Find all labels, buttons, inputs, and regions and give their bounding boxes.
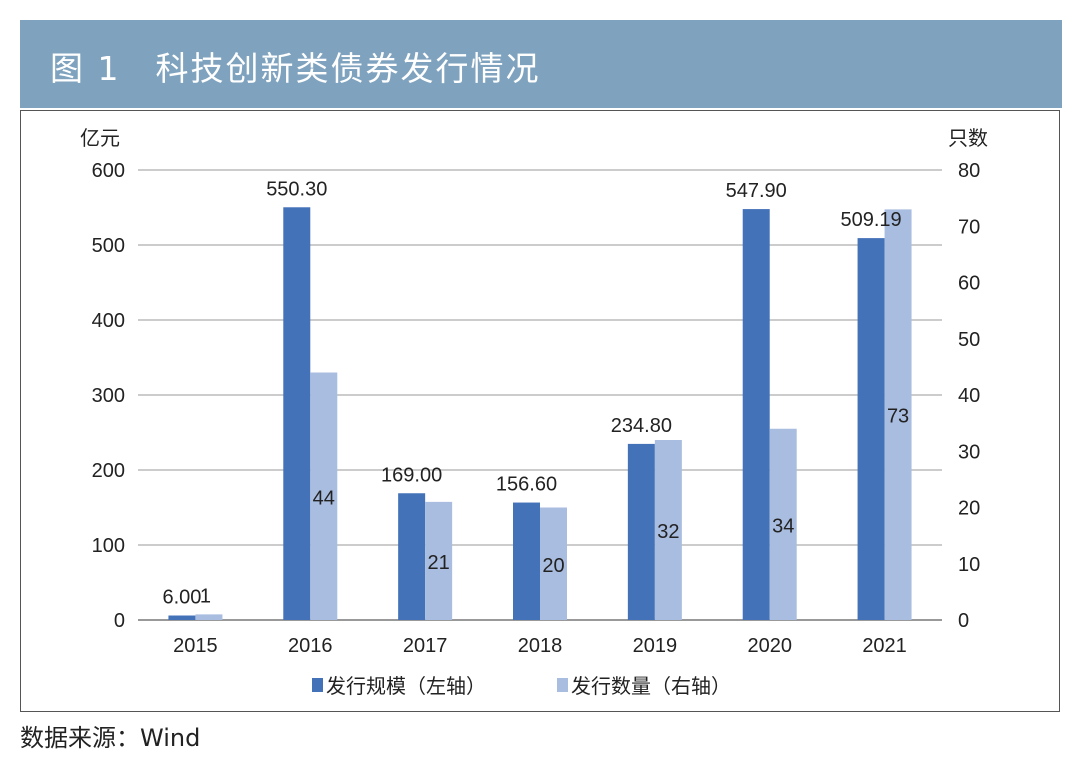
left-tick-label: 600 xyxy=(92,160,125,182)
left-axis-label: 亿元 xyxy=(80,127,120,150)
left-tick-label: 500 xyxy=(92,235,125,257)
count-data-label: 1 xyxy=(200,585,211,607)
scale-data-label: 550.30 xyxy=(266,178,327,200)
bar-issue-count xyxy=(310,372,338,620)
right-tick-label: 20 xyxy=(958,498,980,520)
bar-issue-count xyxy=(884,209,912,620)
bar-issue-count xyxy=(425,501,453,620)
right-tick-label: 0 xyxy=(958,610,969,632)
scale-data-label: 156.60 xyxy=(496,474,557,496)
right-tick-label: 70 xyxy=(958,216,980,238)
legend-label: 发行数量（右轴） xyxy=(571,675,731,698)
left-tick-label: 400 xyxy=(92,310,125,332)
left-tick-label: 200 xyxy=(92,460,125,482)
scale-data-label: 547.90 xyxy=(726,180,787,202)
bar-issue-count xyxy=(769,428,797,620)
right-tick-label: 10 xyxy=(958,554,980,576)
left-tick-label: 100 xyxy=(92,535,125,557)
right-tick-label: 60 xyxy=(958,273,980,295)
category-label: 2015 xyxy=(173,635,218,657)
scale-data-label: 6.00 xyxy=(162,587,201,609)
data-source: 数据来源：Wind xyxy=(20,724,201,752)
bar-issue-count xyxy=(195,614,223,620)
right-tick-label: 40 xyxy=(958,385,980,407)
scale-data-label: 169.00 xyxy=(381,464,442,486)
category-label: 2020 xyxy=(747,635,792,657)
scale-data-label: 509.19 xyxy=(840,209,901,231)
bar-issue-scale xyxy=(283,207,311,620)
bar-issue-scale xyxy=(627,443,655,620)
right-tick-label: 80 xyxy=(958,160,980,182)
scale-data-label: 234.80 xyxy=(611,415,672,437)
count-data-label: 73 xyxy=(887,406,909,428)
bar-issue-count xyxy=(540,507,567,620)
category-label: 2017 xyxy=(403,635,448,657)
right-tick-label: 30 xyxy=(958,441,980,463)
category-label: 2021 xyxy=(862,635,907,657)
bar-issue-scale xyxy=(398,493,426,620)
count-data-label: 32 xyxy=(657,521,679,543)
bar-issue-scale xyxy=(857,238,885,621)
category-label: 2016 xyxy=(288,635,333,657)
bar-issue-scale xyxy=(513,502,540,620)
count-data-label: 20 xyxy=(542,555,564,577)
left-tick-label: 300 xyxy=(92,385,125,407)
category-label: 2018 xyxy=(518,635,563,657)
right-axis-label: 只数 xyxy=(948,127,988,150)
figure-header: 图 1 科技创新类债券发行情况 xyxy=(20,20,1062,108)
bar-issue-scale xyxy=(742,209,770,620)
count-data-label: 44 xyxy=(313,487,335,509)
legend-swatch xyxy=(312,678,323,692)
right-tick-label: 50 xyxy=(958,329,980,351)
count-data-label: 34 xyxy=(772,515,794,537)
legend-swatch xyxy=(557,678,568,692)
legend-label: 发行规模（左轴） xyxy=(326,675,486,698)
left-tick-label: 0 xyxy=(114,610,125,632)
category-label: 2019 xyxy=(633,635,678,657)
count-data-label: 21 xyxy=(428,552,450,574)
chart-frame xyxy=(20,110,1060,712)
bar-issue-scale xyxy=(168,615,196,620)
bar-issue-count xyxy=(654,440,682,620)
figure-title: 图 1 科技创新类债券发行情况 xyxy=(50,49,541,88)
